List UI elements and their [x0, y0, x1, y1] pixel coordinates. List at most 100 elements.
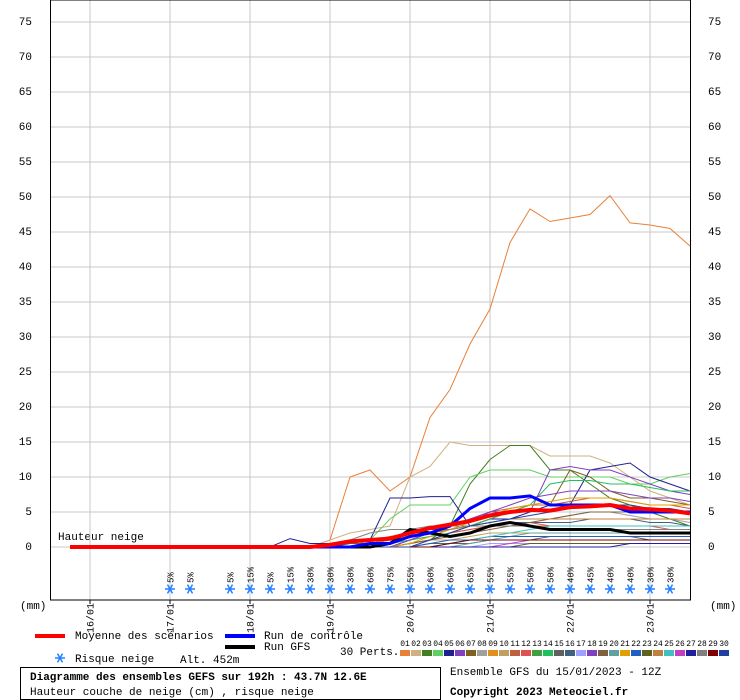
legend-swatch: [510, 650, 520, 656]
x-tick-label: 23/01: [646, 603, 658, 633]
y-tick-label: 60: [19, 122, 32, 134]
snowflake-stroke: [526, 584, 534, 594]
copyright: Copyright 2023 Meteociel.fr: [450, 687, 628, 699]
legend-label: 17: [576, 640, 586, 649]
legend-swatch: [620, 650, 630, 656]
x-tick-label: 20/01: [406, 603, 418, 633]
x-tick-label: 16/01: [86, 603, 98, 633]
snow-risk-label: 30%: [666, 566, 676, 583]
snowflake: [465, 584, 475, 594]
snow-risk-label: 5%: [186, 572, 196, 583]
snowflake: [185, 584, 195, 594]
snowflake-stroke: [566, 584, 574, 594]
legend-label: 10: [499, 640, 509, 649]
chart-title: Diagramme des ensembles GEFS sur 192h : …: [30, 672, 367, 684]
legend-label: 06: [455, 640, 465, 649]
snowflake: [285, 584, 295, 594]
snowflake-stroke: [626, 584, 634, 594]
legend-label: 25: [664, 640, 674, 649]
legend-label: 20: [609, 640, 619, 649]
snow-risk-label: 5%: [226, 572, 236, 583]
y-tick-label: 5: [25, 507, 32, 519]
legend-label: 26: [675, 640, 685, 649]
y-tick-label: 35: [19, 297, 32, 309]
snowflake-stroke: [246, 584, 254, 594]
legend-label: Run GFS: [264, 642, 311, 654]
legend-label: 05: [444, 640, 454, 649]
legend-label: 11: [510, 640, 520, 649]
snow-risk-label: 75%: [386, 566, 396, 583]
snowflake: [325, 584, 335, 594]
legend-swatch: [422, 650, 432, 656]
y-tick-label: 10: [19, 472, 32, 484]
snow-risk-label: 60%: [366, 566, 376, 583]
y-tick-label-right: 70: [708, 52, 721, 64]
y-tick-label-right: 55: [708, 157, 721, 169]
y-tick-label: 25: [19, 367, 32, 379]
y-tick-label-right: 0: [708, 542, 715, 554]
snowflake-stroke: [406, 584, 414, 594]
x-tick-label: 19/01: [326, 603, 338, 633]
snow-risk-label: 55%: [506, 566, 516, 583]
legend-swatch: [587, 650, 597, 656]
legend-swatch: [609, 650, 619, 656]
snowflake-stroke: [426, 584, 434, 594]
snowflake-stroke: [186, 584, 194, 594]
snow-risk-label: 65%: [466, 566, 476, 583]
snowflake-stroke: [306, 584, 314, 594]
alt-label: Alt. 452m: [180, 655, 240, 667]
annotation: Hauteur neige: [58, 532, 144, 544]
legend-label: 12: [521, 640, 531, 649]
snowflake-stroke: [326, 584, 334, 594]
legend-swatch: [477, 650, 487, 656]
y-tick-label: 45: [19, 227, 32, 239]
snowflake-stroke: [166, 584, 174, 594]
snowflake: [225, 584, 235, 594]
legend-label: 16: [565, 640, 575, 649]
y-tick-label-right: 25: [708, 367, 721, 379]
main-line: [70, 502, 691, 549]
legend-label: 19: [598, 640, 608, 649]
legend-label: 29: [708, 640, 718, 649]
y-tick-label-right: 15: [708, 437, 721, 449]
snowflake-stroke: [346, 584, 354, 594]
snowflake: [605, 584, 615, 594]
y-tick-label: 40: [19, 262, 32, 274]
legend-swatch: [565, 650, 575, 656]
y-tick-label: 0: [25, 542, 32, 554]
snowflake-stroke: [486, 584, 494, 594]
snowflake-stroke: [546, 584, 554, 594]
snowflake: [565, 584, 575, 594]
snowflake-stroke: [56, 653, 64, 663]
snowflake-stroke: [506, 584, 514, 594]
legend-label: 21: [620, 640, 630, 649]
snowflake: [665, 584, 675, 594]
legend-label: 13: [532, 640, 542, 649]
snowflake: [585, 584, 595, 594]
legend-swatch: [653, 650, 663, 656]
snow-risk-label: 60%: [446, 566, 456, 583]
unit-label: (mm): [710, 601, 736, 613]
snowflake-stroke: [646, 584, 654, 594]
legend-label: 30: [719, 640, 729, 649]
legend-label: Run de contrôle: [264, 631, 363, 643]
snowflake: [545, 584, 555, 594]
legend-label: 04: [433, 640, 443, 649]
legend-label: 02: [411, 640, 421, 649]
legend-swatch: [499, 650, 509, 656]
legend-label: 08: [477, 640, 487, 649]
plot-frame: [50, 0, 691, 601]
legend-label: 22: [631, 640, 641, 649]
legend-label: 15: [554, 640, 564, 649]
perturbations-label: 30 Perts.: [340, 647, 399, 659]
snowflake: [405, 584, 415, 594]
snow-risk-label: 45%: [586, 566, 596, 583]
legend-label: 03: [422, 640, 432, 649]
snow-risk-label: 40%: [606, 566, 616, 583]
snowflake: [525, 584, 535, 594]
snow-risk-label: 55%: [486, 566, 496, 583]
x-tick-label: 17/01: [166, 603, 178, 633]
legend-swatch: [433, 650, 443, 656]
